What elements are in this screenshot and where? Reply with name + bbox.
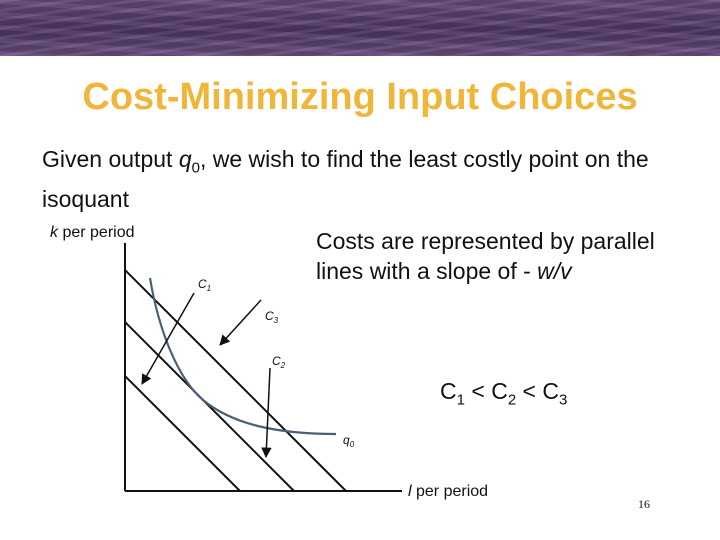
label-q0-base: q: [343, 433, 350, 447]
arrow-c1: [141, 292, 195, 385]
y-axis-var: k: [50, 224, 59, 241]
label-c2-base: C: [272, 354, 281, 368]
label-c3-sub: 3: [274, 316, 279, 325]
label-c1-base: C: [198, 277, 207, 291]
header-banner: [0, 0, 720, 56]
cost-line-c1: [124, 375, 241, 492]
ineq-op2: <: [516, 378, 543, 404]
page-number: 16: [638, 497, 650, 511]
subtitle-pre: Given output: [42, 146, 179, 172]
x-axis-rest: per period: [412, 483, 489, 500]
subtitle-sub: 0: [191, 159, 200, 177]
slide-title: Cost-Minimizing Input Choices: [82, 76, 638, 118]
label-q0: q0: [343, 433, 355, 449]
y-axis-label: k per period: [50, 224, 135, 241]
ineq-s1: 1: [456, 391, 465, 409]
label-c2-sub: 2: [280, 361, 286, 370]
label-q0-sub: 0: [350, 440, 355, 449]
ineq-s3: 3: [559, 391, 568, 409]
ineq-c3: C: [542, 378, 559, 404]
subtitle-post: , we wish to find the least costly point…: [42, 146, 649, 212]
x-axis-label: l per period: [408, 483, 488, 500]
ineq-c1: C: [440, 378, 457, 404]
ineq-c2: C: [491, 378, 508, 404]
label-c3: C3: [265, 309, 279, 325]
costs-explanation: Costs are represented by parallel lines …: [316, 226, 706, 286]
label-c3-base: C: [265, 309, 274, 323]
isoquant-curve: [148, 277, 337, 436]
arrow-c2: [261, 367, 272, 459]
arrow-c3: [219, 299, 262, 346]
y-axis-rest: per period: [58, 224, 135, 241]
cost-inequality: C1 < C2 < C3: [440, 378, 567, 409]
costs-text-slope: w/v: [537, 258, 572, 284]
x-axis-var: l: [408, 483, 412, 500]
label-c2: C2: [272, 354, 286, 370]
cost-line-c3: [124, 269, 347, 492]
label-c1-sub: 1: [207, 284, 211, 293]
slide-subtitle: Given output q0, we wish to find the lea…: [42, 144, 682, 214]
ineq-s2: 2: [507, 391, 517, 409]
costs-text-main: Costs are represented by parallel lines …: [316, 228, 655, 284]
subtitle-var: q: [178, 146, 192, 172]
ineq-op1: <: [464, 378, 492, 404]
cost-line-c2: [124, 321, 295, 492]
label-c1: C1: [198, 277, 211, 293]
